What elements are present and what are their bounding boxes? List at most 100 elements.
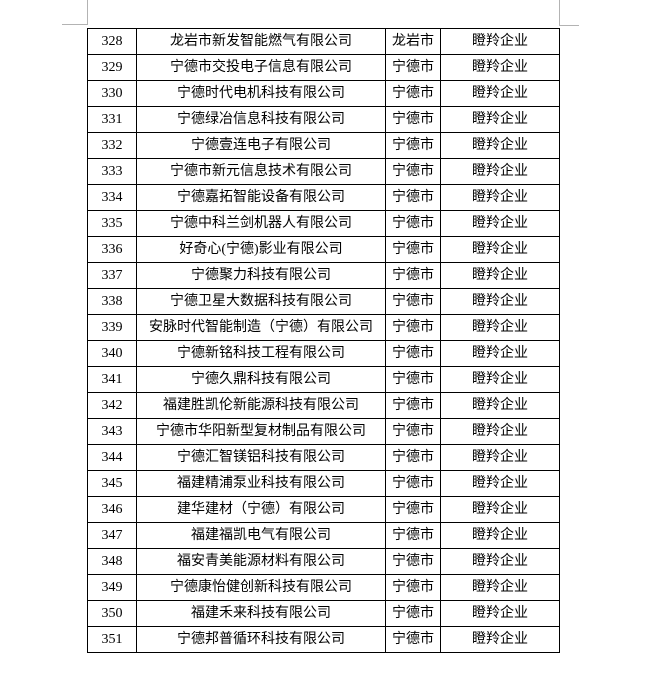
table-row: 335 宁德中科兰剑机器人有限公司 宁德市 瞪羚企业: [87, 210, 560, 237]
table-row: 349 宁德康怡健创新科技有限公司 宁德市 瞪羚企业: [87, 574, 560, 601]
row-number-cell: 346: [87, 496, 137, 523]
table-row: 336 好奇心(宁德)影业有限公司 宁德市 瞪羚企业: [87, 236, 560, 263]
table-row: 332 宁德壹连电子有限公司 宁德市 瞪羚企业: [87, 132, 560, 159]
city-cell: 宁德市: [385, 574, 441, 601]
table-row: 331 宁德绿冶信息科技有限公司 宁德市 瞪羚企业: [87, 106, 560, 133]
company-name-cell: 宁德嘉拓智能设备有限公司: [136, 184, 386, 211]
company-name-cell: 宁德市交投电子信息有限公司: [136, 54, 386, 81]
company-name-cell: 宁德邦普循环科技有限公司: [136, 626, 386, 653]
city-cell: 宁德市: [385, 418, 441, 445]
company-name-cell: 建华建材（宁德）有限公司: [136, 496, 386, 523]
table-row: 345 福建精浦泵业科技有限公司 宁德市 瞪羚企业: [87, 470, 560, 497]
table-row: 329 宁德市交投电子信息有限公司 宁德市 瞪羚企业: [87, 54, 560, 81]
city-cell: 宁德市: [385, 288, 441, 315]
row-number-cell: 345: [87, 470, 137, 497]
row-number-cell: 348: [87, 548, 137, 575]
row-number-cell: 328: [87, 28, 137, 55]
category-cell: 瞪羚企业: [440, 80, 560, 107]
category-cell: 瞪羚企业: [440, 54, 560, 81]
city-cell: 宁德市: [385, 340, 441, 367]
row-number-cell: 335: [87, 210, 137, 237]
category-cell: 瞪羚企业: [440, 158, 560, 185]
city-cell: 宁德市: [385, 522, 441, 549]
company-name-cell: 宁德时代电机科技有限公司: [136, 80, 386, 107]
category-cell: 瞪羚企业: [440, 132, 560, 159]
company-name-cell: 宁德市新元信息技术有限公司: [136, 158, 386, 185]
company-name-cell: 宁德新铭科技工程有限公司: [136, 340, 386, 367]
city-cell: 宁德市: [385, 236, 441, 263]
table-row: 339 安脉时代智能制造（宁德）有限公司 宁德市 瞪羚企业: [87, 314, 560, 341]
row-number-cell: 337: [87, 262, 137, 289]
table-row: 330 宁德时代电机科技有限公司 宁德市 瞪羚企业: [87, 80, 560, 107]
company-name-cell: 宁德聚力科技有限公司: [136, 262, 386, 289]
city-cell: 宁德市: [385, 54, 441, 81]
city-cell: 宁德市: [385, 470, 441, 497]
company-name-cell: 福建胜凯伦新能源科技有限公司: [136, 392, 386, 419]
company-name-cell: 福建精浦泵业科技有限公司: [136, 470, 386, 497]
company-name-cell: 福建禾来科技有限公司: [136, 600, 386, 627]
row-number-cell: 349: [87, 574, 137, 601]
city-cell: 宁德市: [385, 132, 441, 159]
table-row: 348 福安青美能源材料有限公司 宁德市 瞪羚企业: [87, 548, 560, 575]
city-cell: 宁德市: [385, 626, 441, 653]
table-row: 338 宁德卫星大数据科技有限公司 宁德市 瞪羚企业: [87, 288, 560, 315]
table-row: 350 福建禾来科技有限公司 宁德市 瞪羚企业: [87, 600, 560, 627]
company-name-cell: 宁德绿冶信息科技有限公司: [136, 106, 386, 133]
row-number-cell: 343: [87, 418, 137, 445]
table-row: 347 福建福凯电气有限公司 宁德市 瞪羚企业: [87, 522, 560, 549]
city-cell: 龙岩市: [385, 28, 441, 55]
page-margin-mark-top-right: [559, 0, 579, 26]
city-cell: 宁德市: [385, 80, 441, 107]
table-row: 333 宁德市新元信息技术有限公司 宁德市 瞪羚企业: [87, 158, 560, 185]
company-name-cell: 宁德久鼎科技有限公司: [136, 366, 386, 393]
page-margin-mark-top-left: [62, 0, 88, 25]
category-cell: 瞪羚企业: [440, 288, 560, 315]
company-name-cell: 好奇心(宁德)影业有限公司: [136, 236, 386, 263]
city-cell: 宁德市: [385, 600, 441, 627]
city-cell: 宁德市: [385, 444, 441, 471]
company-name-cell: 宁德市华阳新型复材制品有限公司: [136, 418, 386, 445]
company-name-cell: 宁德壹连电子有限公司: [136, 132, 386, 159]
table-row: 337 宁德聚力科技有限公司 宁德市 瞪羚企业: [87, 262, 560, 289]
companies-table: 328 龙岩市新发智能燃气有限公司 龙岩市 瞪羚企业 329 宁德市交投电子信息…: [87, 28, 560, 653]
city-cell: 宁德市: [385, 496, 441, 523]
table-row: 341 宁德久鼎科技有限公司 宁德市 瞪羚企业: [87, 366, 560, 393]
category-cell: 瞪羚企业: [440, 340, 560, 367]
table-row: 334 宁德嘉拓智能设备有限公司 宁德市 瞪羚企业: [87, 184, 560, 211]
category-cell: 瞪羚企业: [440, 366, 560, 393]
city-cell: 宁德市: [385, 392, 441, 419]
city-cell: 宁德市: [385, 262, 441, 289]
company-name-cell: 宁德中科兰剑机器人有限公司: [136, 210, 386, 237]
category-cell: 瞪羚企业: [440, 210, 560, 237]
city-cell: 宁德市: [385, 314, 441, 341]
city-cell: 宁德市: [385, 184, 441, 211]
company-name-cell: 宁德康怡健创新科技有限公司: [136, 574, 386, 601]
row-number-cell: 331: [87, 106, 137, 133]
city-cell: 宁德市: [385, 548, 441, 575]
row-number-cell: 342: [87, 392, 137, 419]
category-cell: 瞪羚企业: [440, 548, 560, 575]
category-cell: 瞪羚企业: [440, 392, 560, 419]
category-cell: 瞪羚企业: [440, 574, 560, 601]
row-number-cell: 344: [87, 444, 137, 471]
row-number-cell: 333: [87, 158, 137, 185]
company-name-cell: 宁德汇智镁铝科技有限公司: [136, 444, 386, 471]
city-cell: 宁德市: [385, 366, 441, 393]
category-cell: 瞪羚企业: [440, 106, 560, 133]
company-name-cell: 福建福凯电气有限公司: [136, 522, 386, 549]
row-number-cell: 332: [87, 132, 137, 159]
category-cell: 瞪羚企业: [440, 626, 560, 653]
table-row: 346 建华建材（宁德）有限公司 宁德市 瞪羚企业: [87, 496, 560, 523]
category-cell: 瞪羚企业: [440, 600, 560, 627]
table-row: 328 龙岩市新发智能燃气有限公司 龙岩市 瞪羚企业: [87, 28, 560, 55]
city-cell: 宁德市: [385, 158, 441, 185]
row-number-cell: 338: [87, 288, 137, 315]
category-cell: 瞪羚企业: [440, 470, 560, 497]
category-cell: 瞪羚企业: [440, 444, 560, 471]
row-number-cell: 340: [87, 340, 137, 367]
row-number-cell: 339: [87, 314, 137, 341]
row-number-cell: 351: [87, 626, 137, 653]
company-name-cell: 福安青美能源材料有限公司: [136, 548, 386, 575]
row-number-cell: 329: [87, 54, 137, 81]
category-cell: 瞪羚企业: [440, 522, 560, 549]
